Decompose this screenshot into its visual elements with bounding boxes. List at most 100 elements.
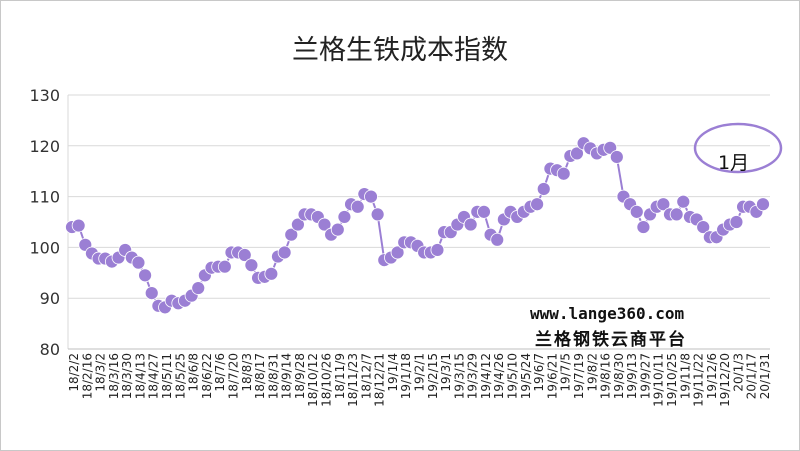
data-point	[284, 227, 299, 242]
x-tick-label: 18/12/7	[359, 353, 373, 399]
x-tick-label: 18/2/2	[67, 353, 81, 392]
x-tick-label: 19/3/29	[466, 353, 480, 399]
x-tick-label: 19/6/7	[532, 353, 546, 392]
data-point	[144, 286, 159, 301]
data-point	[330, 222, 345, 237]
x-tick-label: 19/5/24	[519, 353, 533, 399]
x-tick-label: 18/9/28	[293, 353, 307, 399]
data-point	[536, 182, 551, 196]
x-tick-label: 18/4/27	[147, 353, 161, 399]
data-point	[131, 255, 146, 270]
x-tick-label: 19/12/6	[705, 353, 719, 399]
annotation-ellipse	[693, 122, 783, 174]
x-tick-label: 19/9/13	[625, 353, 639, 399]
data-point	[463, 217, 478, 232]
data-point	[370, 207, 385, 222]
data-point	[138, 268, 152, 283]
data-point	[756, 197, 770, 212]
data-point	[636, 220, 651, 234]
x-tick-label: 18/8/31	[266, 353, 280, 399]
x-tick-label: 18/10/26	[319, 353, 333, 407]
x-tick-label: 18/7/20	[226, 353, 240, 399]
x-tick-label: 19/2/15	[426, 353, 440, 399]
data-point	[277, 245, 292, 260]
data-point	[570, 146, 584, 161]
x-tick-label: 18/3/2	[94, 353, 108, 392]
data-point	[191, 281, 206, 295]
data-point	[71, 218, 86, 233]
data-point	[337, 210, 352, 224]
x-tick-label: 18/12/21	[373, 353, 387, 407]
x-tick-label: 18/3/30	[120, 353, 134, 399]
y-tick-label: 80	[40, 340, 60, 359]
data-point	[676, 194, 691, 209]
y-tick-label: 130	[29, 86, 60, 105]
x-tick-label: 19/3/15	[452, 353, 466, 399]
data-point	[244, 258, 259, 273]
x-tick-label: 18/7/6	[213, 353, 227, 392]
x-tick-label: 19/2/1	[413, 353, 427, 392]
data-point	[430, 243, 445, 257]
y-tick-label: 90	[40, 289, 60, 308]
x-tick-label: 19/3/1	[439, 353, 453, 392]
data-point	[556, 166, 571, 181]
data-point	[477, 204, 491, 219]
data-point	[291, 217, 305, 232]
x-tick-label: 19/9/27	[638, 353, 652, 399]
data-point	[264, 266, 279, 281]
series-line	[71, 141, 764, 309]
data-point	[729, 215, 744, 229]
annotation-label: 1月	[718, 152, 750, 174]
x-tick-label: 20/1/17	[745, 353, 759, 399]
data-point	[490, 232, 505, 247]
x-tick-label: 18/10/12	[306, 353, 320, 407]
x-tick-label: 19/10/25	[665, 353, 679, 407]
data-point	[530, 197, 544, 212]
data-point	[217, 259, 232, 274]
x-tick-label: 19/4/26	[492, 353, 506, 399]
data-point	[390, 245, 405, 260]
x-tick-label: 18/4/13	[133, 353, 147, 399]
data-point	[237, 248, 252, 262]
x-tick-label: 19/7/5	[559, 353, 573, 392]
x-tick-label: 18/5/11	[160, 353, 174, 399]
data-point	[656, 197, 671, 212]
x-tick-label: 19/1/4	[386, 353, 400, 392]
y-tick-label: 120	[29, 137, 60, 156]
x-tick-label: 18/5/25	[173, 353, 187, 399]
x-tick-label: 18/11/9	[333, 353, 347, 399]
x-tick-label: 19/11/22	[692, 353, 706, 407]
y-tick-label: 110	[29, 188, 60, 207]
watermark-name: 兰格钢铁云商平台	[535, 330, 687, 350]
x-tick-label: 18/9/14	[280, 353, 294, 399]
x-tick-label: 19/8/2	[585, 353, 599, 392]
chart-title: 兰格生铁成本指数	[292, 35, 508, 66]
x-tick-label: 18/8/3	[240, 353, 254, 392]
data-point	[669, 207, 684, 222]
x-tick-label: 18/8/17	[253, 353, 267, 399]
x-tick-label: 19/12/20	[718, 353, 732, 407]
data-point	[609, 150, 624, 164]
data-point	[350, 199, 365, 214]
x-tick-label: 19/11/8	[678, 353, 692, 399]
data-point	[696, 220, 711, 234]
x-tick-label: 18/2/16	[80, 353, 94, 399]
data-point	[317, 217, 332, 232]
watermark-url: www.lange360.com	[530, 304, 685, 323]
x-tick-label: 19/6/21	[545, 353, 559, 399]
x-tick-label: 19/7/19	[572, 353, 586, 399]
x-tick-label: 19/8/30	[612, 353, 626, 399]
x-tick-label: 18/3/16	[107, 353, 121, 399]
data-point	[629, 204, 644, 219]
x-tick-label: 20/1/31	[758, 353, 772, 399]
x-tick-label: 18/6/22	[200, 353, 214, 399]
x-tick-label: 19/10/11	[652, 353, 666, 407]
y-tick-label: 100	[29, 238, 60, 257]
x-tick-label: 19/1/18	[399, 353, 413, 399]
x-tick-label: 20/1/3	[731, 353, 745, 392]
data-point	[364, 189, 378, 204]
x-tick-label: 19/4/12	[479, 353, 493, 399]
x-tick-label: 18/6/8	[187, 353, 201, 392]
